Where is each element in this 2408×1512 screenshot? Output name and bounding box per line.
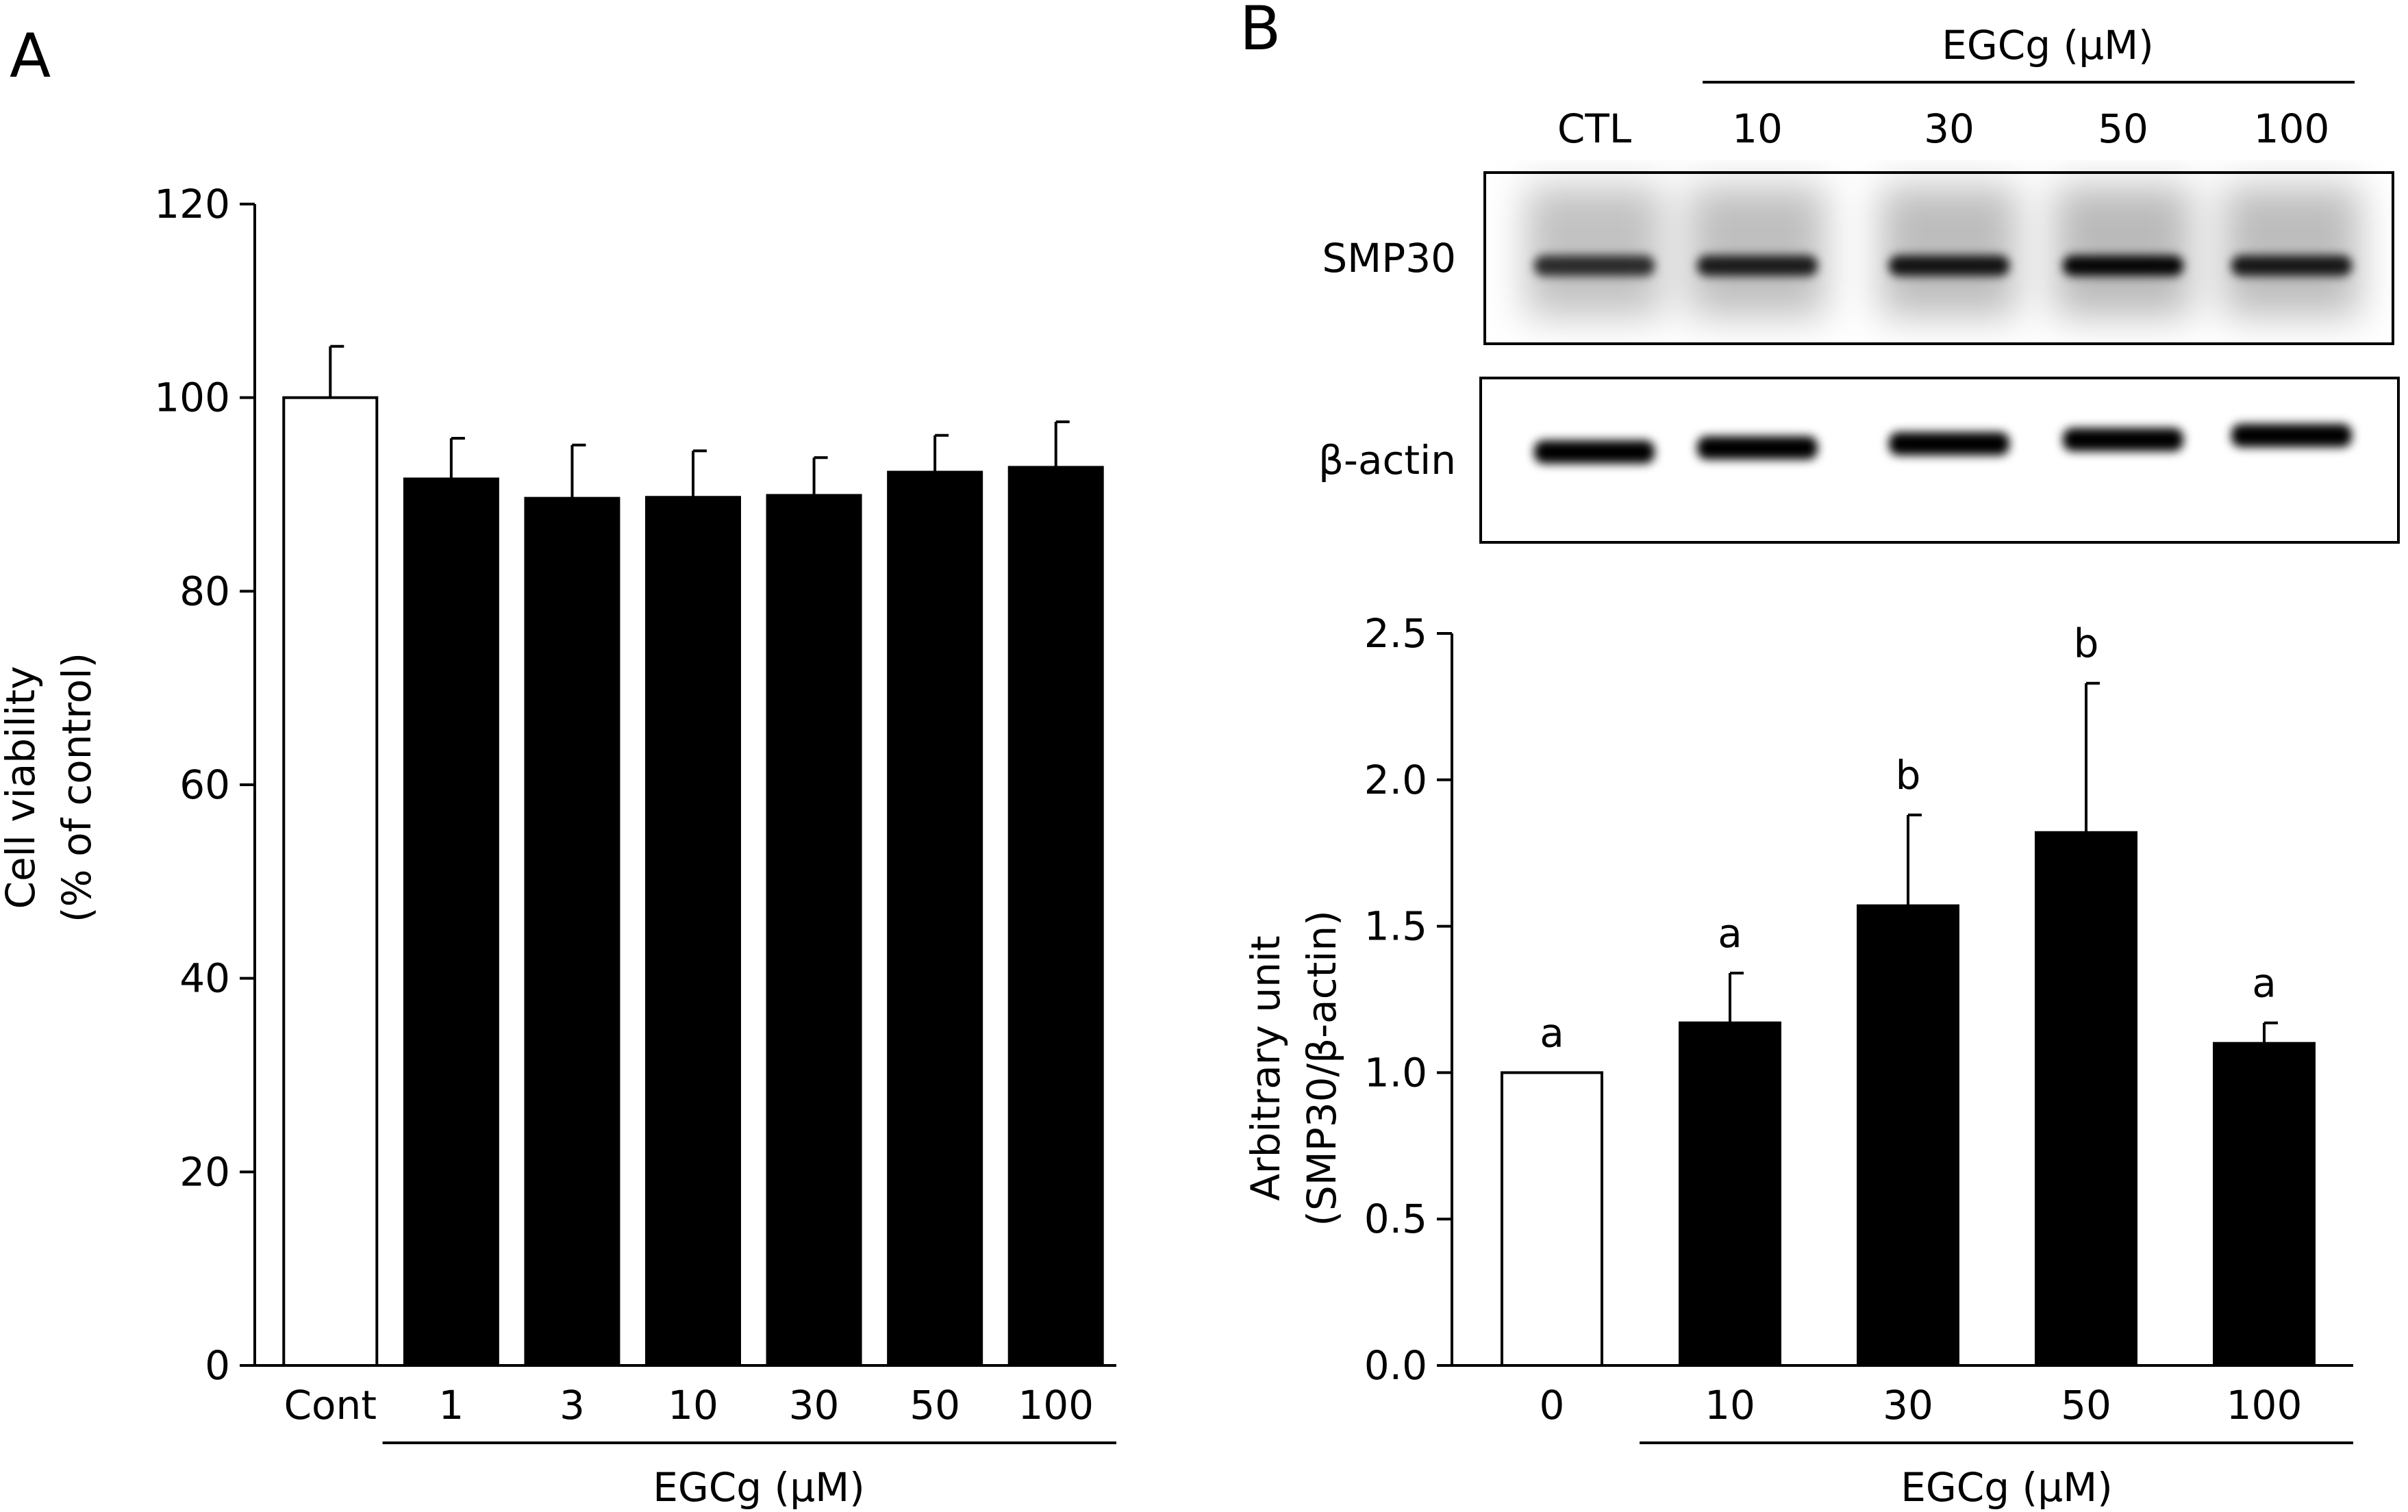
chart-a-y-tick-label: 40	[179, 955, 230, 1002]
blot-lane-smear	[1526, 186, 1663, 316]
blot-band	[1697, 255, 1818, 276]
panel-a-letter: A	[10, 21, 51, 91]
chart-a-bar	[1007, 466, 1104, 1368]
blot-band	[1534, 440, 1655, 464]
blot-lane-smear	[2055, 186, 2192, 316]
chart-b-significance-letter: a	[1540, 1009, 1564, 1056]
chart-a-x-tick-label: 1	[438, 1382, 464, 1428]
blot-treatment-label: EGCg (μM)	[1942, 22, 2154, 68]
chart-a-bar	[645, 496, 741, 1367]
chart-b-x-tick-label: 50	[2061, 1382, 2111, 1428]
chart-a-bar	[282, 396, 379, 1368]
chart-b-y-tick-label: 1.0	[1364, 1049, 1427, 1096]
chart-b-significance-letter: a	[2252, 960, 2277, 1007]
chart-b-significance-letter: b	[2074, 620, 2099, 667]
chart-a-x-tick-label: 10	[668, 1382, 718, 1428]
chart-a-y-tick-label: 60	[179, 761, 230, 808]
chart-a-bar	[524, 496, 620, 1367]
chart-b-bar	[1857, 904, 1959, 1367]
blot-band	[1534, 255, 1655, 276]
chart-b-x-tick-label: 10	[1705, 1382, 1755, 1428]
chart-b-bar	[2035, 831, 2137, 1367]
chart-b-ylabel-line1: Arbitrary unit	[1242, 935, 1289, 1201]
blot-lane-smear	[1689, 186, 1826, 316]
chart-a-ylabel-line2: (% of control)	[53, 653, 100, 922]
blot-lane-smear	[1881, 186, 2018, 316]
blot-row-label-smp30: SMP30	[1322, 235, 1456, 281]
chart-b-x-tick-label: 30	[1883, 1382, 1933, 1428]
blot-bands-beta-actin	[1534, 424, 2352, 464]
chart-a-x-tick-label: 3	[560, 1382, 585, 1428]
chart-a-x-tick-label: Cont	[284, 1382, 377, 1428]
chart-b-y-tick-label: 2.5	[1364, 610, 1427, 657]
blot-band	[2063, 255, 2183, 276]
chart-a-y-tick-label: 120	[154, 181, 230, 227]
chart-b-x-tick-label: 0	[1540, 1382, 1565, 1428]
blot-row-label-beta-actin: β-actin	[1318, 437, 1456, 483]
cell-viability-chart: Cell viability (% of control) EGCg (μM) …	[0, 181, 1116, 1511]
chart-a-bar	[887, 470, 983, 1368]
chart-b-significance-letter: a	[1718, 910, 1742, 957]
blot-band	[1697, 436, 1818, 459]
chart-b-y-tick-label: 0.0	[1364, 1342, 1427, 1389]
chart-a-y-tick-label: 100	[154, 375, 230, 421]
western-blot: EGCg (μM) CTL 10 30 50 100 SMP30 β-actin	[1318, 22, 2400, 544]
chart-b-significance-letter: b	[1896, 752, 1921, 798]
blot-band	[2231, 255, 2352, 276]
chart-b-y-tick-label: 0.5	[1364, 1196, 1427, 1242]
chart-a-bar	[403, 477, 499, 1367]
blot-background-smp30	[1526, 186, 2360, 316]
chart-a-y-tick-label: 20	[179, 1148, 230, 1195]
blot-band	[2231, 424, 2352, 447]
blot-lane-label: 30	[1924, 105, 1974, 152]
chart-a-x-tick-label: 100	[1018, 1382, 1094, 1428]
chart-b-y-tick-label: 1.5	[1364, 903, 1427, 950]
blot-lane-label: 10	[1732, 105, 1783, 152]
chart-b-bar	[1501, 1071, 1603, 1368]
chart-a-x-tick-label: 30	[789, 1382, 840, 1428]
blot-bands-smp30	[1534, 255, 2352, 276]
blot-lane-label: 50	[2098, 105, 2148, 152]
blot-band	[1889, 255, 2009, 276]
chart-b-bar	[1679, 1021, 1781, 1367]
chart-a-bar	[766, 494, 862, 1367]
chart-a-ylabel-line1: Cell viability	[0, 666, 44, 909]
chart-a-y-tick-label: 80	[179, 568, 230, 614]
chart-b-xlabel: EGCg (μM)	[1901, 1464, 2113, 1511]
chart-a-xlabel: EGCg (μM)	[653, 1464, 865, 1511]
chart-b-ylabel-line2: (SMP30/β-actin)	[1299, 910, 1345, 1226]
smp30-quantification-chart: Arbitrary unit (SMP30/β-actin) EGCg (μM)…	[1242, 610, 2353, 1511]
chart-b-x-tick-label: 100	[2227, 1382, 2303, 1428]
blot-lane-label: 100	[2254, 105, 2330, 152]
blot-band	[2063, 428, 2183, 451]
chart-b-bar	[2213, 1042, 2316, 1367]
chart-a-x-tick-label: 50	[910, 1382, 960, 1428]
blot-band	[1889, 432, 2009, 455]
chart-b-y-tick-label: 2.0	[1364, 757, 1427, 803]
blot-lane-smear	[2223, 186, 2360, 316]
blot-lane-label: CTL	[1557, 105, 1631, 152]
chart-a-y-tick-label: 0	[205, 1342, 230, 1389]
panel-b-letter: B	[1240, 0, 1281, 64]
